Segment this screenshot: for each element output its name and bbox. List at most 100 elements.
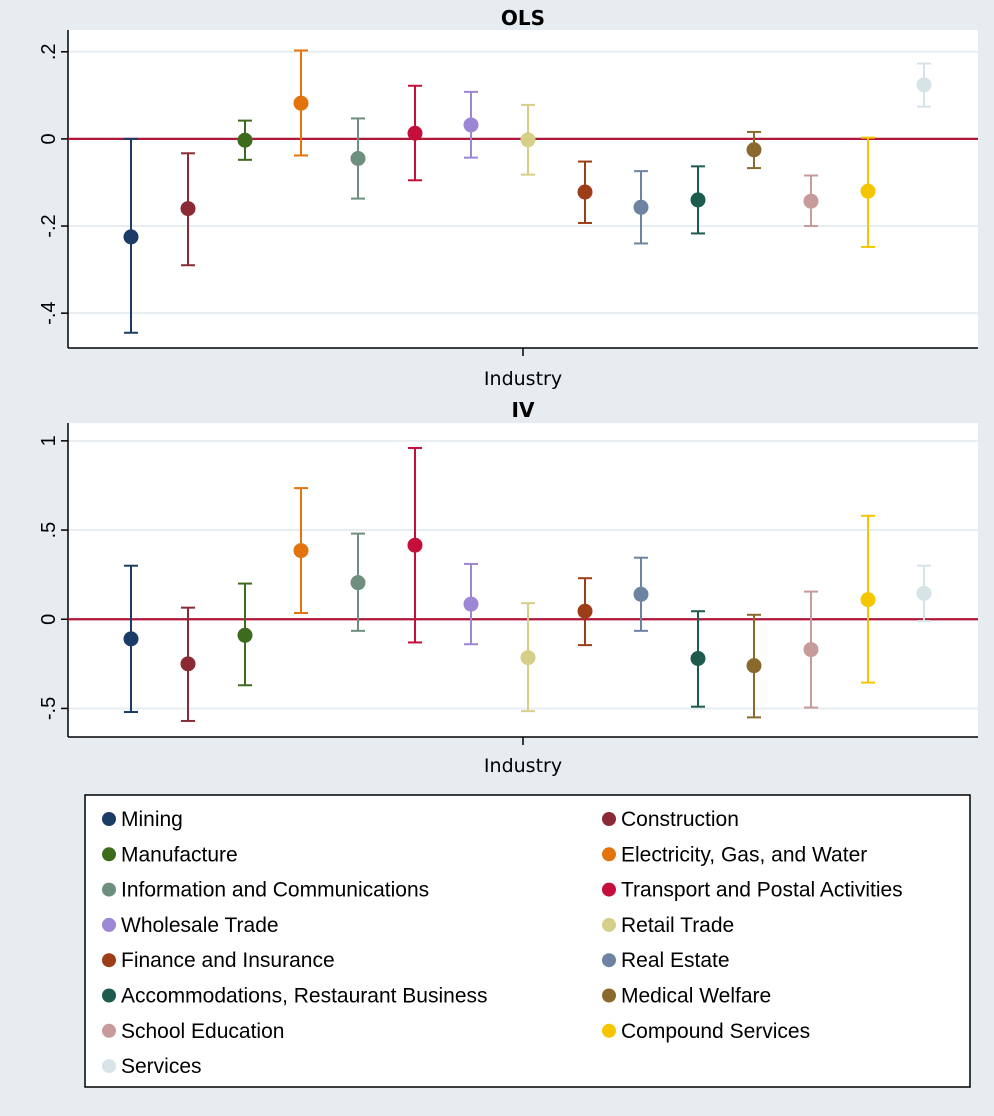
legend-swatch bbox=[102, 988, 116, 1003]
panel-title: IV bbox=[512, 398, 535, 422]
legend-item-transport-and-postal-activities: Transport and Postal Activities bbox=[602, 879, 903, 902]
legend-item-wholesale-trade: Wholesale Trade bbox=[102, 914, 279, 937]
point-estimate bbox=[916, 585, 932, 601]
series-wholesale-trade bbox=[463, 90, 479, 159]
legend-swatch bbox=[102, 847, 116, 862]
legend-label: Mining bbox=[121, 808, 183, 831]
legend-label: Manufacture bbox=[121, 843, 238, 866]
legend-label: Medical Welfare bbox=[621, 985, 771, 1008]
legend-box bbox=[84, 794, 971, 1088]
legend-label: Construction bbox=[621, 808, 739, 831]
legend-label: Electricity, Gas, and Water bbox=[621, 843, 867, 866]
series-electricity-gas-and-water bbox=[293, 49, 309, 157]
ols-panel: .2 0 -.2 -.4 OLS Industry bbox=[38, 6, 978, 390]
point-estimate bbox=[237, 627, 253, 643]
legend-item-manufacture: Manufacture bbox=[102, 843, 238, 866]
point-estimate bbox=[577, 184, 593, 200]
series-school-education bbox=[803, 590, 819, 709]
panel-title: OLS bbox=[501, 6, 545, 30]
series-retail-trade bbox=[520, 103, 536, 176]
legend-label: Finance and Insurance bbox=[121, 949, 335, 972]
series-mining bbox=[123, 564, 139, 714]
y-tick-label: 0 bbox=[38, 614, 60, 625]
legend-item-services: Services bbox=[102, 1055, 202, 1078]
point-estimate bbox=[520, 132, 536, 148]
legend-swatch bbox=[602, 812, 616, 826]
point-estimate bbox=[633, 199, 649, 215]
series-construction bbox=[180, 152, 196, 267]
series-information-and-communications bbox=[350, 117, 366, 200]
legend-item-information-and-communications: Information and Communications bbox=[102, 879, 429, 902]
point-estimate bbox=[633, 586, 649, 602]
y-tick-label: -.4 bbox=[38, 301, 60, 324]
legend-item-medical-welfare: Medical Welfare bbox=[602, 985, 771, 1008]
series-manufacture bbox=[237, 119, 253, 161]
plot-area bbox=[68, 30, 978, 348]
legend-item-finance-and-insurance: Finance and Insurance bbox=[102, 949, 335, 972]
series-transport-and-postal-activities bbox=[407, 446, 423, 644]
legend-swatch bbox=[602, 988, 616, 1003]
legend-swatch bbox=[102, 917, 116, 932]
series-services bbox=[916, 62, 932, 108]
legend-label: School Education bbox=[121, 1020, 284, 1043]
legend-label: Wholesale Trade bbox=[121, 914, 279, 937]
legend-item-mining: Mining bbox=[102, 808, 183, 831]
series-school-education bbox=[803, 174, 819, 228]
point-estimate bbox=[746, 658, 762, 674]
legend-item-electricity-gas-and-water: Electricity, Gas, and Water bbox=[602, 843, 867, 866]
series-manufacture bbox=[237, 582, 253, 687]
legend-swatch bbox=[602, 953, 616, 968]
series-electricity-gas-and-water bbox=[293, 487, 309, 615]
point-estimate bbox=[520, 650, 536, 666]
point-estimate bbox=[803, 193, 819, 209]
series-information-and-communications bbox=[350, 532, 366, 632]
point-estimate bbox=[123, 229, 139, 245]
point-estimate bbox=[860, 183, 876, 199]
point-estimate bbox=[860, 592, 876, 608]
point-estimate bbox=[293, 543, 309, 559]
point-estimate bbox=[916, 77, 932, 93]
point-estimate bbox=[463, 596, 479, 612]
legend-swatch bbox=[102, 1059, 116, 1074]
legend-item-accommodations-restaurant-business: Accommodations, Restaurant Business bbox=[102, 985, 488, 1008]
series-finance-and-insurance bbox=[577, 160, 593, 224]
plot-area bbox=[68, 423, 978, 737]
legend: Mining Construction Manufacture Electricity… bbox=[84, 794, 971, 1088]
point-estimate bbox=[463, 117, 479, 133]
series-medical-welfare bbox=[746, 130, 762, 170]
point-estimate bbox=[180, 656, 196, 672]
legend-item-real-estate: Real Estate bbox=[602, 949, 730, 972]
y-tick-label: 0 bbox=[38, 133, 60, 144]
series-finance-and-insurance bbox=[577, 577, 593, 647]
legend-item-construction: Construction bbox=[602, 808, 739, 831]
legend-swatch bbox=[602, 882, 616, 897]
legend-label: Transport and Postal Activities bbox=[621, 879, 903, 902]
series-compound-services bbox=[860, 136, 876, 248]
x-axis-label: Industry bbox=[484, 755, 562, 777]
point-estimate bbox=[577, 603, 593, 619]
y-tick-label: -.5 bbox=[38, 697, 60, 720]
legend-label: Real Estate bbox=[621, 949, 730, 972]
point-estimate bbox=[407, 537, 423, 553]
point-estimate bbox=[293, 95, 309, 111]
legend-swatch bbox=[102, 1023, 116, 1038]
series-mining bbox=[123, 137, 139, 334]
legend-label: Services bbox=[121, 1055, 202, 1078]
legend-item-school-education: School Education bbox=[102, 1020, 284, 1043]
series-accommodations-restaurant-business bbox=[690, 610, 706, 708]
x-axis-label: Industry bbox=[484, 368, 562, 390]
series-transport-and-postal-activities bbox=[407, 84, 423, 182]
point-estimate bbox=[803, 642, 819, 658]
series-real-estate bbox=[633, 170, 649, 245]
legend-swatch bbox=[102, 882, 116, 897]
point-estimate bbox=[350, 151, 366, 167]
iv-panel: 1 .5 0 -.5 IV Industry bbox=[38, 398, 978, 777]
y-tick-label: -.2 bbox=[38, 214, 60, 237]
y-tick-label: .5 bbox=[38, 522, 60, 539]
point-estimate bbox=[690, 192, 706, 208]
legend-label: Compound Services bbox=[621, 1020, 810, 1043]
point-estimate bbox=[123, 631, 139, 647]
legend-item-compound-services: Compound Services bbox=[602, 1020, 810, 1043]
point-estimate bbox=[237, 132, 253, 148]
